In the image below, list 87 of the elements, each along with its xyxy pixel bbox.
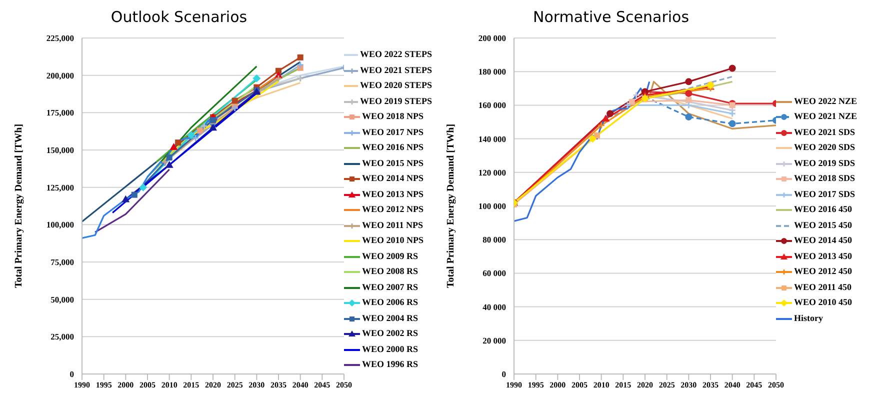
y-tick-label: 200 000 (478, 33, 506, 44)
x-tick-label: 2050 (336, 380, 352, 390)
legend-label: WEO 2015 450 (794, 218, 852, 232)
x-tick-label: 1990 (506, 380, 522, 390)
y-tick-label: 25,000 (50, 332, 74, 342)
x-tick-label: 2020 (205, 380, 221, 390)
y-tick-label: 200,000 (46, 70, 74, 80)
x-tick-label: 2040 (724, 380, 740, 390)
legend-label: WEO 2012 450 (794, 265, 852, 278)
y-axis-title: Total Primary Energy Demand [TWh] (446, 124, 457, 288)
legend-label: WEO 2014 NPS (362, 172, 424, 186)
legend-label: WEO 2013 450 (794, 250, 852, 263)
legend-label: WEO 2019 SDS (794, 156, 856, 170)
y-tick-label: 50,000 (50, 294, 74, 304)
x-tick-label: 2000 (118, 380, 134, 390)
legend-label: WEO 2018 NPS (362, 110, 424, 124)
x-tick-label: 2000 (550, 380, 566, 390)
legend-label: WEO 2022 STEPS (360, 48, 432, 62)
y-tick-label: 140 000 (478, 134, 506, 144)
y-tick-label: 20 000 (482, 335, 506, 346)
legend-label: WEO 2008 RS (362, 265, 418, 278)
x-tick-label: 2035 (270, 380, 286, 390)
y-tick-label: 150,000 (46, 145, 74, 156)
legend-label: WEO 2016 NPS (362, 141, 424, 154)
y-tick-label: 60 000 (482, 268, 506, 278)
y-tick-label: 0 (70, 369, 74, 380)
legend-label: WEO 2020 STEPS (360, 79, 432, 92)
legend-label: WEO 2021 NZE (794, 110, 858, 124)
legend-label: WEO 2016 450 (794, 203, 852, 216)
legend-label: WEO 2013 NPS (362, 188, 424, 201)
y-tick-label: 0 (502, 369, 506, 380)
legend-label: WEO 2004 RS (362, 312, 418, 325)
x-tick-label: 2025 (226, 380, 243, 390)
chart-title: Normative Scenarios (532, 8, 690, 28)
x-tick-label: 2050 (768, 380, 784, 390)
x-tick-label: 2045 (314, 380, 330, 390)
x-tick-label: 1990 (74, 380, 90, 390)
legend-label: WEO 2019 STEPS (360, 94, 432, 108)
legend-label: WEO 2018 SDS (794, 172, 856, 186)
y-tick-label: 80 000 (482, 234, 506, 245)
y-tick-label: 160 000 (478, 100, 506, 110)
x-tick-label: 2025 (658, 380, 675, 390)
x-tick-label: 2010 (161, 380, 178, 390)
y-tick-label: 180 000 (478, 66, 506, 77)
legend-label: WEO 2006 RS (362, 296, 418, 310)
y-tick-label: 100,000 (46, 220, 74, 230)
legend-label: WEO 2011 NPS (362, 218, 424, 232)
legend-label: WEO 2012 NPS (362, 203, 424, 216)
y-tick-label: 100 000 (478, 201, 506, 212)
legend-label: WEO 2022 NZE (794, 94, 858, 108)
legend-label: WEO 2007 RS (362, 280, 418, 294)
legend-label: WEO 2002 RS (362, 327, 418, 340)
legend-label: WEO 2015 NPS (362, 156, 424, 170)
x-tick-label: 2030 (680, 380, 697, 390)
y-tick-label: 40 000 (482, 302, 506, 312)
y-tick-label: 175,000 (46, 108, 74, 118)
x-tick-label: 2015 (615, 380, 632, 390)
legend-label: WEO 2017 SDS (794, 188, 856, 201)
x-tick-label: 2020 (637, 380, 653, 390)
legend-label: History (794, 312, 823, 325)
y-axis-title: Total Primary Energy Demand [TWh] (14, 124, 25, 288)
x-tick-label: 1995 (96, 380, 112, 390)
legend-label: WEO 2010 NPS (362, 234, 424, 248)
x-tick-label: 2010 (593, 380, 610, 390)
y-tick-label: 225,000 (46, 33, 74, 44)
x-tick-label: 2015 (183, 380, 200, 390)
legend-label: WEO 2021 STEPS (360, 64, 432, 77)
x-tick-label: 1995 (528, 380, 544, 390)
y-tick-label: 125,000 (46, 182, 74, 192)
legend-label: WEO 2020 SDS (794, 141, 856, 154)
legend-label: WEO 2009 RS (362, 250, 418, 263)
legend-label: WEO 2010 450 (794, 296, 852, 310)
x-tick-label: 2045 (746, 380, 762, 390)
legend-label: WEO 2000 RS (362, 342, 418, 356)
y-tick-label: 75,000 (50, 257, 74, 268)
x-tick-label: 2005 (140, 380, 156, 390)
x-tick-label: 2040 (292, 380, 308, 390)
legend-label: WEO 2011 450 (794, 280, 852, 294)
legend-label: WEO 2017 NPS (362, 126, 424, 139)
x-tick-label: 2035 (702, 380, 718, 390)
x-tick-label: 2005 (572, 380, 588, 390)
chart-title: Outlook Scenarios (110, 8, 248, 28)
x-tick-label: 2030 (248, 380, 265, 390)
y-tick-label: 120 000 (478, 167, 506, 178)
legend-label: WEO 1996 RS (362, 358, 418, 372)
legend-label: WEO 2021 SDS (794, 126, 856, 139)
legend-label: WEO 2014 450 (794, 234, 852, 248)
